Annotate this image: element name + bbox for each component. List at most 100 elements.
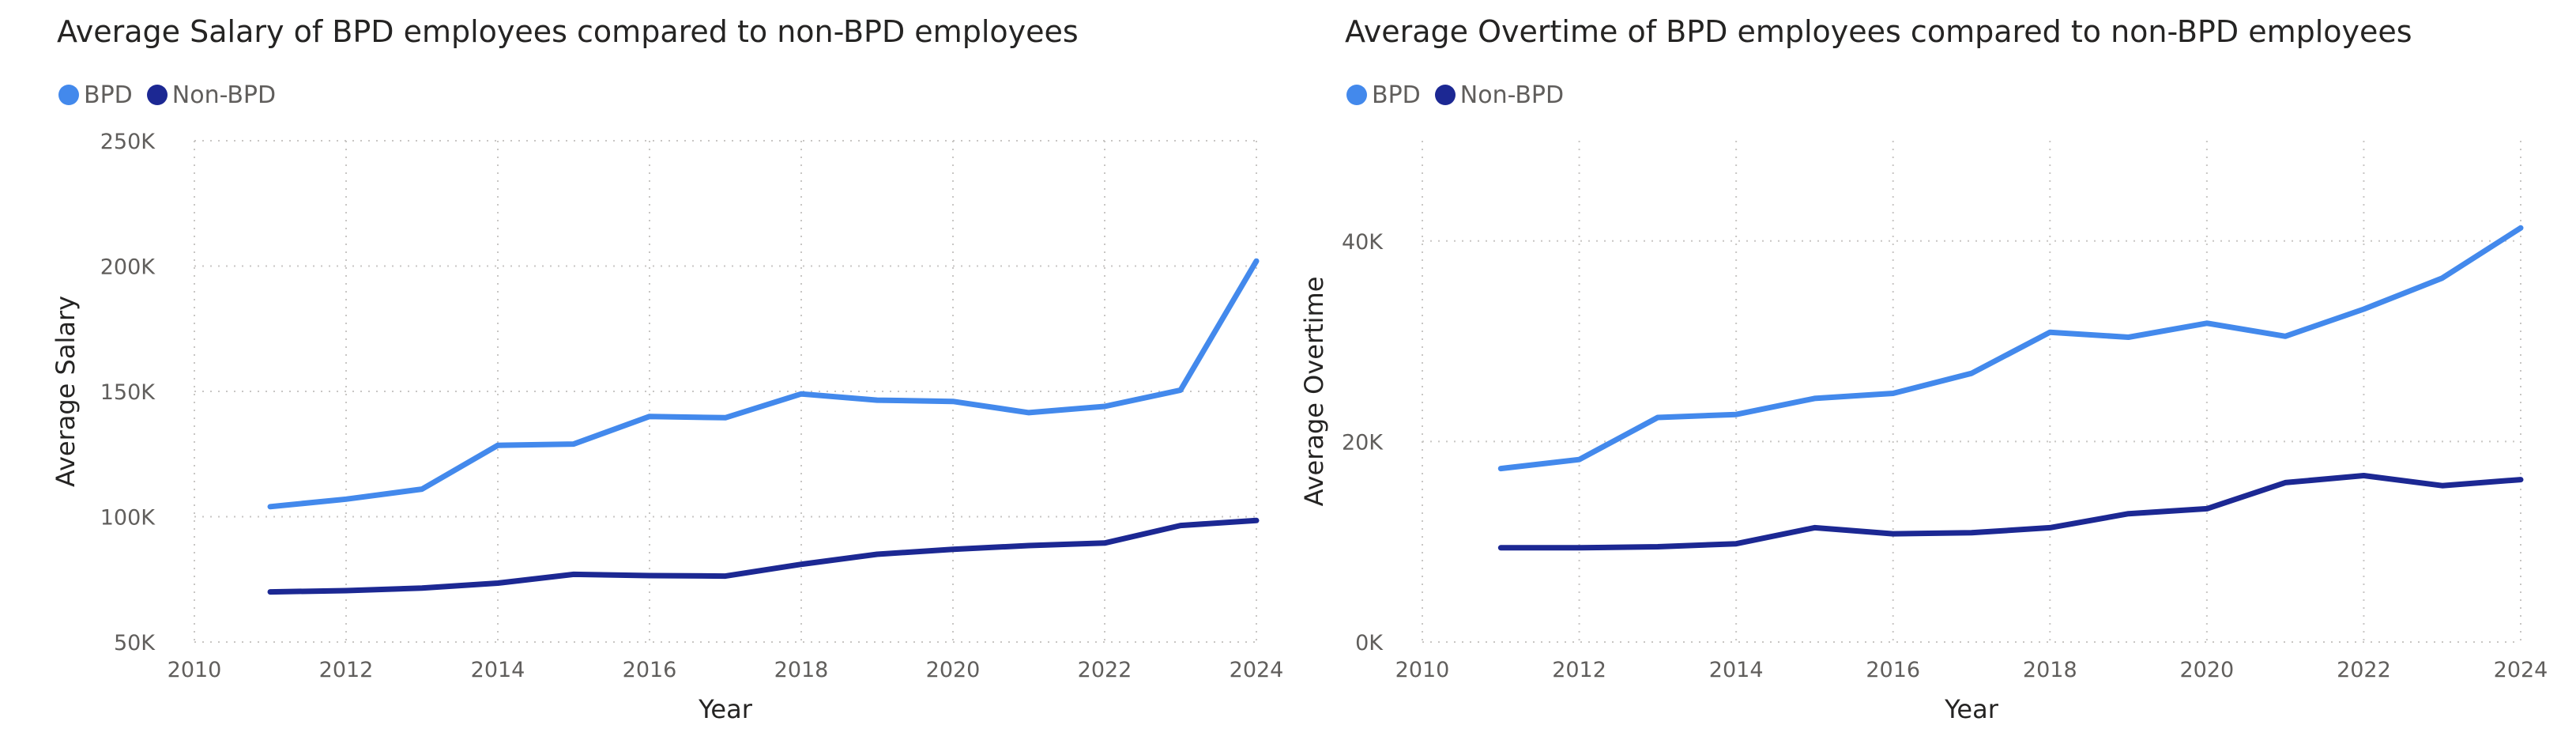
y-tick-label: 0K — [1355, 631, 1384, 655]
y-tick-label: 40K — [1342, 230, 1384, 255]
data-point-non-bpd[interactable] — [493, 579, 503, 588]
data-point-non-bpd[interactable] — [2438, 481, 2447, 490]
x-tick-label: 2014 — [1709, 658, 1764, 682]
data-point-non-bpd[interactable] — [417, 584, 427, 593]
data-point-non-bpd[interactable] — [797, 560, 806, 569]
data-point-bpd[interactable] — [266, 502, 275, 512]
data-point-non-bpd[interactable] — [1252, 516, 1261, 525]
x-tick-label: 2022 — [1078, 658, 1132, 682]
legend-item-bpd[interactable]: BPD — [1346, 81, 1421, 109]
data-point-non-bpd[interactable] — [1967, 528, 1976, 538]
x-tick-label: 2010 — [168, 658, 222, 682]
data-point-bpd[interactable] — [2202, 319, 2212, 328]
data-point-non-bpd[interactable] — [569, 569, 578, 579]
data-point-bpd[interactable] — [2359, 304, 2368, 314]
x-tick-label: 2012 — [319, 658, 374, 682]
data-point-bpd[interactable] — [2280, 331, 2290, 341]
data-point-bpd[interactable] — [948, 397, 958, 406]
data-point-non-bpd[interactable] — [1653, 542, 1663, 552]
y-tick-label: 250K — [100, 130, 156, 154]
salary-chart-panel: Average Salary of BPD employees compared… — [51, 14, 1284, 724]
legend-label-non-bpd: Non-BPD — [1459, 81, 1565, 109]
data-point-non-bpd[interactable] — [948, 545, 958, 554]
data-point-non-bpd[interactable] — [2280, 478, 2290, 487]
data-point-bpd[interactable] — [797, 389, 806, 398]
data-point-non-bpd[interactable] — [1889, 529, 1898, 538]
chart-title: Average Overtime of BPD employees compar… — [1345, 14, 2412, 49]
series-line-non-bpd[interactable] — [267, 517, 1260, 595]
data-point-non-bpd[interactable] — [645, 571, 654, 580]
data-point-bpd[interactable] — [872, 395, 882, 405]
legend-item-non-bpd[interactable]: Non-BPD — [146, 81, 276, 109]
chart-title: Average Salary of BPD employees compared… — [57, 14, 1079, 49]
x-tick-label: 2010 — [1395, 658, 1450, 682]
data-point-non-bpd[interactable] — [1100, 538, 1109, 548]
data-point-non-bpd[interactable] — [2124, 509, 2133, 519]
data-point-non-bpd[interactable] — [1731, 539, 1741, 549]
data-point-bpd[interactable] — [1889, 389, 1898, 398]
data-point-bpd[interactable] — [1176, 385, 1185, 395]
legend-label-bpd: BPD — [84, 81, 133, 109]
data-point-bpd[interactable] — [1575, 455, 1584, 464]
data-point-bpd[interactable] — [721, 413, 730, 422]
data-point-bpd[interactable] — [1496, 464, 1505, 474]
x-tick-label: 2014 — [471, 658, 525, 682]
chart-legend: BPD Non-BPD — [58, 79, 290, 111]
series-line-non-bpd[interactable] — [1497, 473, 2524, 551]
legend-marker-non-bpd — [1434, 85, 1456, 105]
data-point-non-bpd[interactable] — [1575, 543, 1584, 553]
legend-item-non-bpd[interactable]: Non-BPD — [1434, 81, 1565, 109]
data-point-bpd[interactable] — [417, 485, 427, 494]
legend-marker-bpd — [1346, 85, 1367, 105]
x-tick-label: 2022 — [2337, 658, 2391, 682]
data-point-bpd[interactable] — [2516, 223, 2525, 232]
data-point-bpd[interactable] — [1967, 368, 1976, 378]
y-axis-title: Average Overtime — [1299, 277, 1329, 507]
data-point-bpd[interactable] — [1810, 394, 1819, 403]
x-tick-label: 2020 — [2179, 658, 2234, 682]
data-point-bpd[interactable] — [493, 440, 503, 450]
data-point-non-bpd[interactable] — [2045, 523, 2054, 532]
data-point-bpd[interactable] — [341, 494, 351, 504]
overtime-line-chart: 2010 2012 2014 2016 2018 2020 2022 2024 0K 20K 40K… — [1299, 141, 2548, 724]
legend-marker-non-bpd — [146, 85, 168, 105]
data-point-bpd[interactable] — [645, 412, 654, 421]
series-line-bpd[interactable] — [1497, 225, 2524, 472]
y-tick-label: 50K — [114, 631, 156, 655]
data-point-bpd[interactable] — [1653, 413, 1663, 422]
data-point-bpd[interactable] — [1252, 256, 1261, 266]
chart-legend: BPD Non-BPD — [1346, 79, 1578, 111]
overtime-chart-panel: Average Overtime of BPD employees compar… — [1288, 0, 2576, 729]
x-tick-label: 2016 — [1866, 658, 1920, 682]
series-line-bpd[interactable] — [267, 258, 1260, 510]
x-axis-title: Year — [1944, 694, 1999, 724]
legend-marker-bpd — [58, 85, 79, 105]
legend-item-bpd[interactable]: BPD — [58, 81, 133, 109]
data-point-non-bpd[interactable] — [2516, 475, 2525, 485]
data-point-non-bpd[interactable] — [872, 550, 882, 559]
data-point-non-bpd[interactable] — [2202, 504, 2212, 513]
data-point-non-bpd[interactable] — [1176, 521, 1185, 531]
data-point-non-bpd[interactable] — [1024, 541, 1034, 550]
y-tick-label: 200K — [100, 255, 156, 280]
data-point-bpd[interactable] — [1100, 402, 1109, 411]
x-tick-label: 2012 — [1552, 658, 1606, 682]
data-point-bpd[interactable] — [2124, 333, 2133, 342]
data-point-bpd[interactable] — [1731, 410, 1741, 419]
data-point-non-bpd[interactable] — [1810, 523, 1819, 532]
salary-line-chart: 2010 2012 2014 2016 2018 2020 2022 2024 50K 100K 1… — [51, 130, 1284, 724]
x-tick-label: 2020 — [926, 658, 981, 682]
x-tick-label: 2024 — [2494, 658, 2548, 682]
x-tick-label: 2024 — [1230, 658, 1284, 682]
data-point-bpd[interactable] — [2438, 274, 2447, 283]
data-point-bpd[interactable] — [1024, 408, 1034, 417]
data-point-non-bpd[interactable] — [721, 572, 730, 581]
legend-label-bpd: BPD — [1372, 81, 1421, 109]
data-point-bpd[interactable] — [2045, 327, 2054, 337]
data-point-non-bpd[interactable] — [2359, 471, 2368, 481]
x-tick-label: 2018 — [2023, 658, 2077, 682]
data-point-bpd[interactable] — [569, 440, 578, 449]
data-point-non-bpd[interactable] — [1496, 543, 1505, 553]
data-point-non-bpd[interactable] — [341, 586, 351, 595]
data-point-non-bpd[interactable] — [266, 587, 275, 597]
